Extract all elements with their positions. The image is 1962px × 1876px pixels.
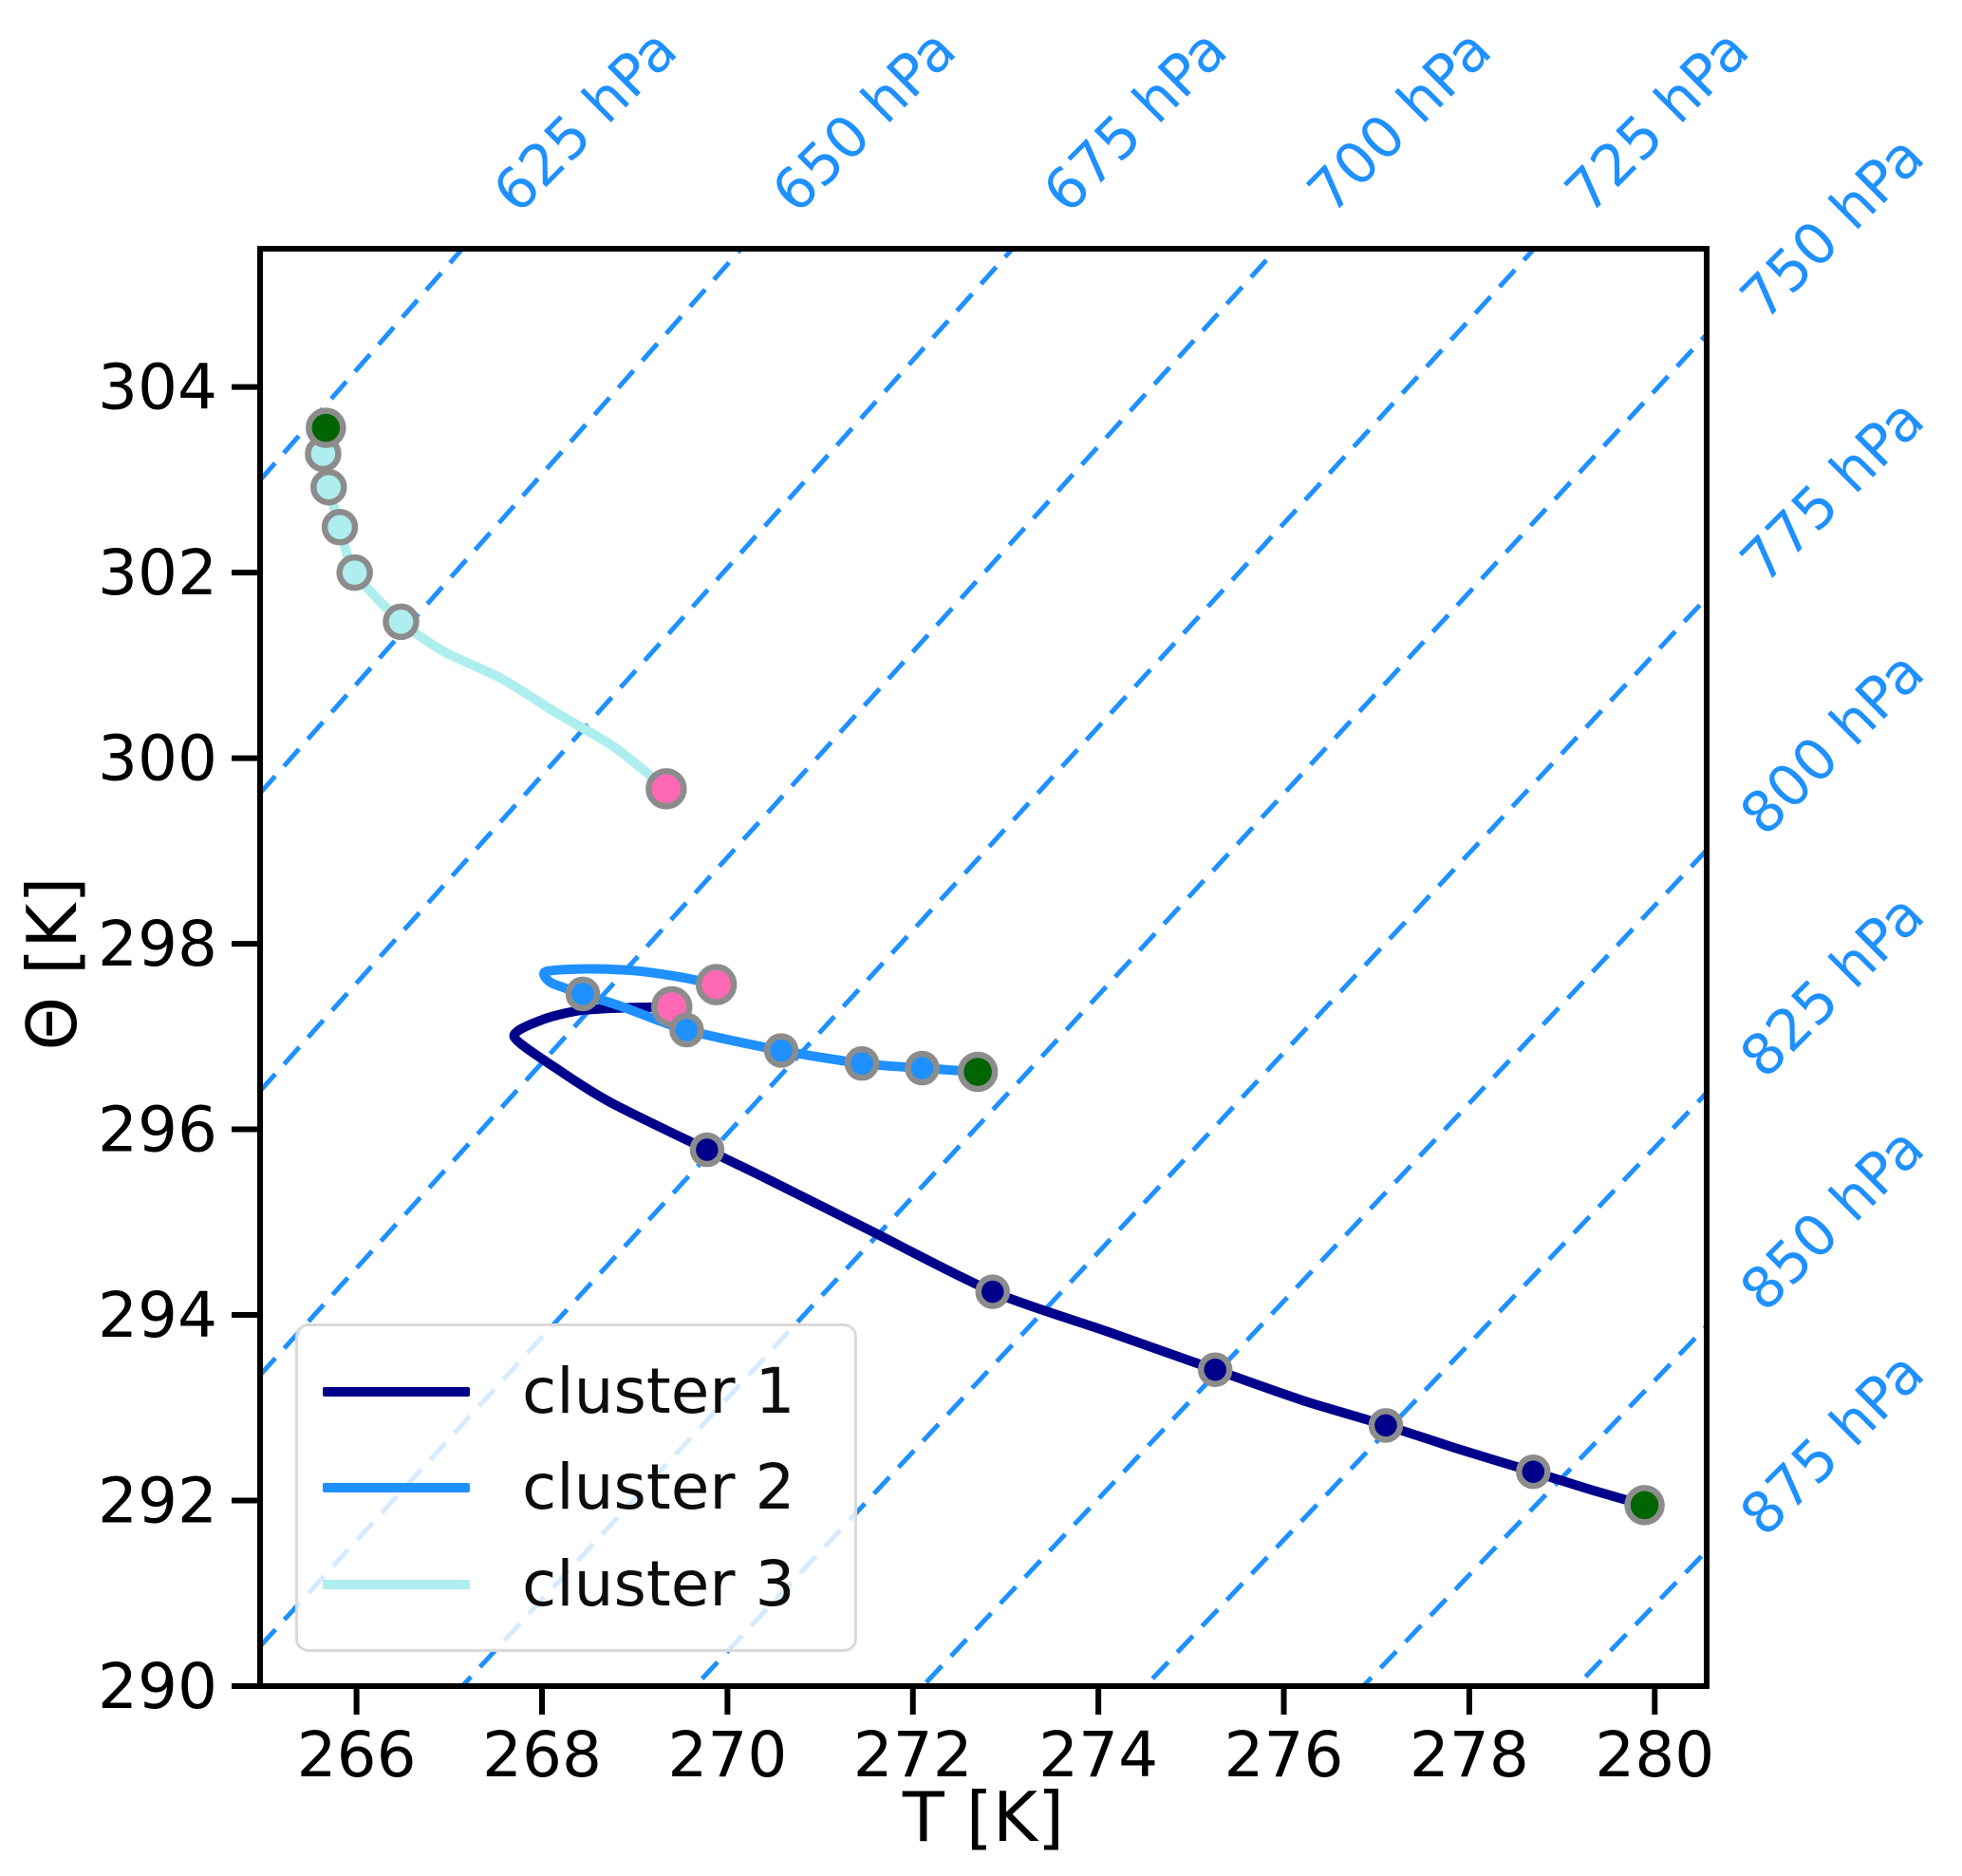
cluster-1-point-marker [1197, 1352, 1233, 1387]
isobar-line-800 [919, 848, 1707, 1686]
x-tick-label-274: 274 [1038, 1718, 1158, 1792]
x-tick-label-270: 270 [667, 1718, 787, 1792]
isobar-line-850 [1359, 1324, 1707, 1686]
cluster-3-point-marker [310, 468, 347, 506]
cluster-3-markers-group [305, 407, 687, 810]
x-tick-label-278: 278 [1410, 1718, 1529, 1792]
isobar-line-725 [260, 249, 1538, 1648]
y-tick-label-290: 290 [98, 1650, 217, 1723]
x-tick-label-280: 280 [1595, 1718, 1714, 1792]
cluster-3-point-marker [383, 603, 420, 641]
cluster-1-trajectory-line [509, 1002, 1650, 1510]
legend-label-cluster-1: cluster 1 [522, 1354, 795, 1428]
y-tick-label-300: 300 [98, 722, 217, 796]
y-tick-label-292: 292 [98, 1465, 217, 1538]
x-tick-label-272: 272 [853, 1718, 973, 1792]
y-tick-label-302: 302 [98, 536, 217, 610]
x-tick-label-276: 276 [1224, 1718, 1344, 1792]
cluster-2-line-swatch [323, 1483, 470, 1492]
cluster-2-start-marker [957, 1051, 999, 1093]
cluster-3-end-marker [645, 768, 687, 810]
cluster-1-point-marker [1516, 1454, 1551, 1490]
cluster-2-end-marker [695, 964, 738, 1005]
y-tick-label-298: 298 [98, 908, 217, 981]
cluster-3-point-marker [321, 508, 359, 546]
axes-frame [257, 246, 1710, 1689]
x-tick-label-266: 266 [297, 1718, 417, 1792]
x-tick-label-268: 268 [482, 1718, 602, 1792]
isobar-line-750 [458, 332, 1707, 1686]
cluster-3-point-marker [336, 553, 373, 591]
isobar-line-825 [1142, 1091, 1707, 1686]
cluster-2-point-marker [565, 976, 601, 1012]
legend-entry-cluster-1: cluster 1 [298, 1360, 854, 1423]
y-tick-label-296: 296 [98, 1094, 217, 1167]
cluster-1-point-marker [689, 1132, 725, 1168]
y-tick-label-294: 294 [98, 1279, 217, 1352]
cluster-3-start-marker [306, 407, 346, 448]
y-tick-label-304: 304 [98, 351, 217, 424]
cluster-1-point-marker [1368, 1408, 1404, 1443]
isobar-line-650 [260, 249, 745, 796]
cluster-2-point-marker [669, 1012, 704, 1048]
x-axis-label: T [K] [902, 1777, 1065, 1857]
axis-ticks-group: 266 268 270 272 274 276 278 280 290 292 294 296 298 3… [98, 351, 1714, 1792]
legend-entry-cluster-3: cluster 3 [298, 1547, 854, 1621]
isobar-line-675 [260, 249, 1017, 1093]
cluster-2-markers-group [565, 964, 999, 1093]
cluster-1-point-marker [975, 1274, 1011, 1309]
cluster-1-start-marker [1624, 1485, 1665, 1526]
isobar-lines-group [260, 249, 1707, 1686]
isobar-line-775 [692, 595, 1707, 1686]
cluster-2-point-marker [905, 1050, 940, 1086]
cluster-2-point-marker [844, 1045, 880, 1081]
cluster-1-line-swatch [323, 1386, 470, 1397]
cluster-3-line-swatch [323, 1579, 470, 1589]
legend: cluster 1 cluster 2 cluster 3 [295, 1323, 857, 1652]
legend-label-cluster-2: cluster 2 [522, 1451, 795, 1524]
cluster-1-markers-group [651, 985, 1665, 1526]
cluster-2-point-marker [763, 1033, 799, 1068]
legend-label-cluster-3: cluster 3 [522, 1547, 795, 1621]
legend-entry-cluster-2: cluster 2 [298, 1456, 854, 1519]
y-axis-label: Θ [K] [12, 876, 92, 1051]
